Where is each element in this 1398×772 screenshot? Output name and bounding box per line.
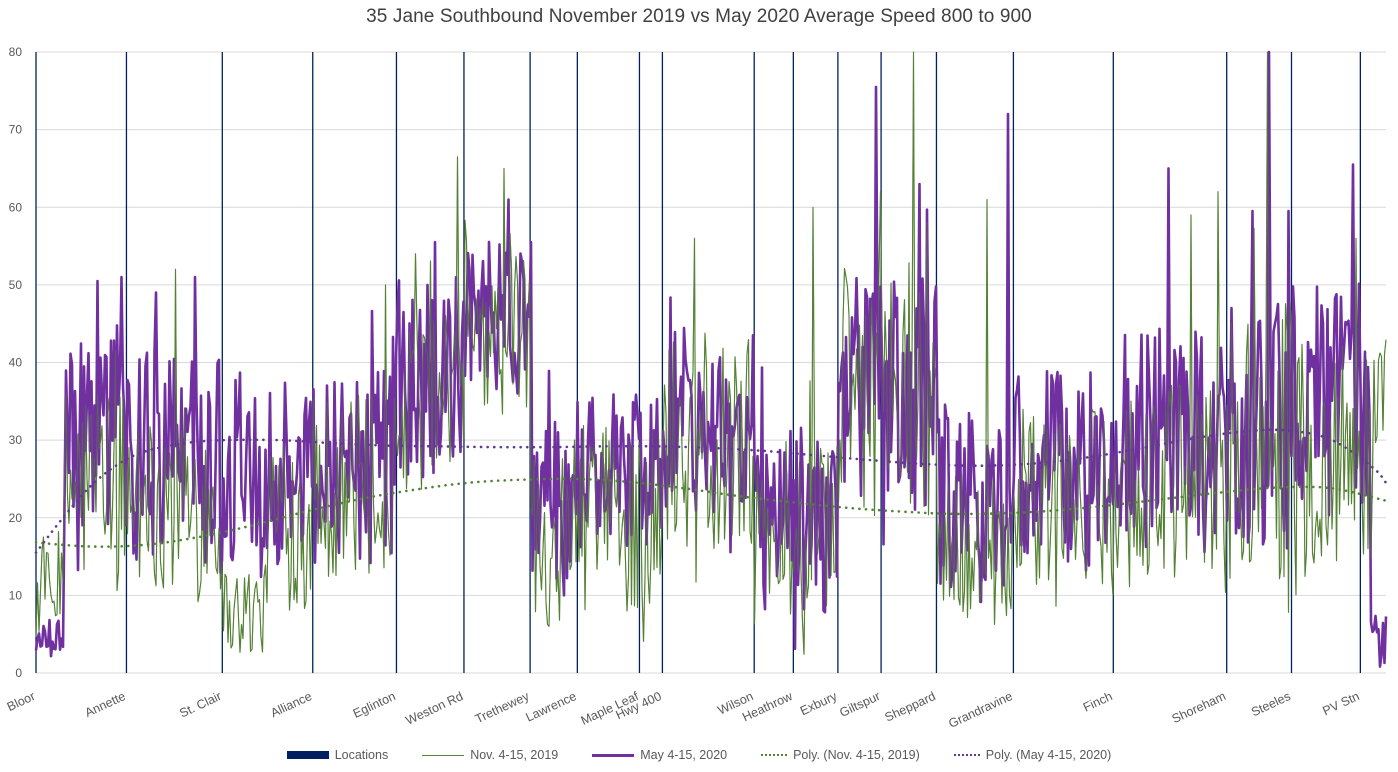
y-tick-label: 60: [9, 200, 23, 214]
x-tick-label: Hwy 400: [614, 689, 664, 722]
y-tick-label: 80: [9, 45, 23, 59]
legend-label: Poly. (May 4-15, 2020): [985, 748, 1112, 762]
x-tick-label: Finch: [1081, 689, 1115, 715]
series-line-nov-2019-overlay: [35, 51, 1387, 655]
trendline-nov-2019: [34, 477, 1388, 548]
x-tick-label: Sheppard: [883, 689, 938, 725]
legend-item-may-2020: May 4-15, 2020: [592, 748, 727, 762]
series-line-nov-2019: [35, 51, 1387, 655]
series-lines: [34, 50, 1388, 668]
x-tick-label: PV Stn: [1320, 689, 1361, 718]
legend: Locations Nov. 4-15, 2019 May 4-15, 2020…: [0, 748, 1398, 762]
x-tick-label: St. Clair: [177, 689, 223, 720]
legend-swatch-poly-nov-2019: [761, 754, 788, 756]
x-tick-label: Bloor: [5, 689, 37, 714]
x-tick-label: Grandravine: [946, 689, 1014, 731]
x-tick-label: Steeles: [1249, 689, 1293, 719]
y-tick-label: 40: [9, 356, 23, 370]
legend-swatch-may-2020: [592, 753, 635, 757]
x-tick-label: Exbury: [798, 689, 840, 718]
x-tick-label: Weston Rd: [403, 689, 465, 728]
chart-title: 35 Jane Southbound November 2019 vs May …: [366, 6, 1032, 27]
x-tick-label: Lawrence: [524, 689, 579, 725]
x-tick-label: Eglinton: [351, 689, 398, 721]
y-tick-label: 10: [9, 588, 23, 602]
y-tick-label: 0: [15, 666, 22, 680]
x-tick-label: Alliance: [268, 689, 314, 720]
legend-label: Poly. (Nov. 4-15, 2019): [793, 748, 920, 762]
legend-swatch-nov-2019: [422, 754, 465, 756]
y-axis-ticks: 0 10 20 30 40 50 60 70 80: [9, 45, 23, 680]
y-tick-label: 30: [9, 433, 23, 447]
x-tick-label: Giltspur: [837, 689, 882, 720]
legend-item-nov-2019: Nov. 4-15, 2019: [422, 748, 558, 762]
x-axis-labels: Bloor Annette St. Clair Alliance Eglinton Wes…: [5, 689, 1362, 731]
legend-label: Locations: [334, 748, 389, 762]
y-tick-label: 70: [9, 123, 23, 137]
legend-label: Nov. 4-15, 2019: [470, 748, 559, 762]
legend-swatch-locations: [286, 751, 329, 759]
legend-swatch-poly-may-2020: [953, 754, 980, 756]
legend-item-poly-nov-2019: Poly. (Nov. 4-15, 2019): [761, 748, 920, 762]
legend-item-poly-may-2020: Poly. (May 4-15, 2020): [953, 748, 1112, 762]
y-tick-label: 50: [9, 278, 23, 292]
legend-item-locations: Locations: [286, 748, 389, 762]
x-tick-label: Trethewey: [473, 689, 532, 726]
x-tick-label: Shoreham: [1170, 689, 1228, 726]
series-line-may-2020: [34, 50, 1388, 668]
y-tick-label: 20: [9, 511, 23, 525]
legend-label: May 4-15, 2020: [640, 748, 728, 762]
x-tick-label: Annette: [83, 689, 128, 720]
